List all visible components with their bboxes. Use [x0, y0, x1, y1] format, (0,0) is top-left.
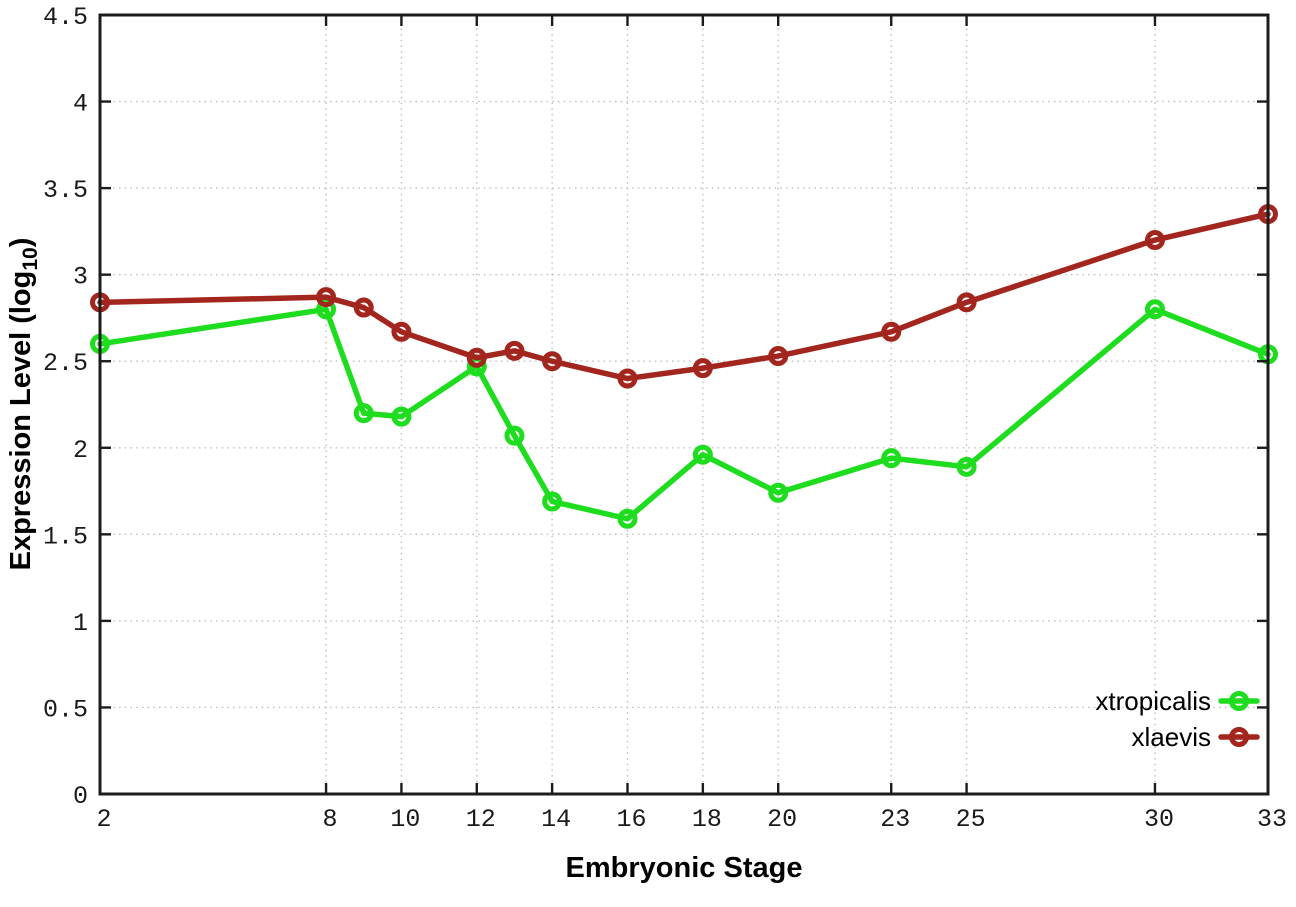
data-point-xtropicalis	[542, 491, 563, 512]
data-point-xlaevis	[768, 346, 789, 367]
y-tick-label: 0	[73, 782, 88, 811]
data-point-xtropicalis	[316, 299, 337, 320]
legend-item-xlaevis: xlaevis	[1132, 722, 1260, 752]
data-point-xlaevis	[881, 321, 902, 342]
data-point-xtropicalis	[956, 456, 977, 477]
data-point-xtropicalis	[881, 448, 902, 469]
data-point-xtropicalis	[353, 403, 374, 424]
data-point-xlaevis	[542, 351, 563, 372]
data-point-xtropicalis	[768, 482, 789, 503]
y-tick-label: 1	[73, 609, 88, 638]
y-axis-title: Expression Level (log10)	[5, 238, 42, 571]
y-tick-label: 4	[73, 90, 88, 119]
data-point-xtropicalis	[1144, 299, 1165, 320]
gridlines	[102, 17, 1266, 792]
y-axis-title-main: Expression Level (log	[5, 271, 37, 571]
plot-border	[98, 13, 1270, 796]
x-tick-label: 12	[466, 805, 496, 834]
data-point-xlaevis	[316, 287, 337, 308]
legend-item-xtropicalis: xtropicalis	[1095, 686, 1260, 716]
y-tick-label: 3.5	[43, 176, 88, 205]
series-line-xlaevis	[97, 211, 1271, 382]
y-tick-labels: 0 0.5 1 1.5 2 2.5 3 3.5 4 4.5	[43, 3, 88, 811]
data-point-xlaevis	[504, 340, 525, 361]
y-tick-label: 1.5	[43, 522, 88, 551]
legend-label-xlaevis: xlaevis	[1132, 722, 1211, 752]
x-tick-label: 8	[323, 805, 338, 834]
x-tick-label: 33	[1257, 805, 1287, 834]
data-point-xlaevis	[956, 292, 977, 313]
y-tick-label: 3	[73, 263, 88, 292]
x-tick-label: 23	[880, 805, 910, 834]
data-point-xtropicalis	[391, 406, 412, 427]
data-point-xlaevis	[1144, 230, 1165, 251]
data-point-xlaevis	[466, 347, 487, 368]
legend-marker-xtropicalis	[1229, 691, 1249, 711]
y-tick-label: 2	[73, 436, 88, 465]
data-point-xtropicalis	[617, 508, 638, 529]
data-series	[90, 204, 1278, 529]
series-line-xtropicalis	[97, 306, 1271, 522]
x-tick-label: 20	[767, 805, 797, 834]
x-tick-label: 18	[692, 805, 722, 834]
data-point-xlaevis	[617, 368, 638, 389]
axis-ticks	[98, 13, 1270, 796]
series-xtropicalis	[90, 299, 1278, 529]
legend: xtropicalis xlaevis	[1095, 686, 1260, 752]
x-tick-label: 30	[1144, 805, 1174, 834]
y-tick-label: 0.5	[43, 695, 88, 724]
x-tick-labels: 2 8 10 12 14 16 18 20 23 25 30 33	[96, 805, 1287, 834]
y-axis-title-subscript: 10	[19, 247, 42, 270]
data-point-xlaevis	[353, 297, 374, 318]
data-point-xtropicalis	[692, 444, 713, 465]
y-axis-title-end: )	[5, 238, 37, 248]
x-tick-label: 16	[616, 805, 646, 834]
y-tick-label: 4.5	[43, 3, 88, 32]
data-point-xtropicalis	[504, 425, 525, 446]
x-tick-label: 14	[541, 805, 571, 834]
x-tick-label: 2	[96, 805, 111, 834]
legend-marker-xlaevis	[1229, 727, 1249, 747]
data-point-xlaevis	[391, 321, 412, 342]
x-tick-label: 10	[390, 805, 420, 834]
x-tick-label: 25	[956, 805, 986, 834]
legend-label-xtropicalis: xtropicalis	[1095, 686, 1211, 716]
x-axis-title: Embryonic Stage	[566, 852, 803, 884]
data-point-xlaevis	[692, 358, 713, 379]
y-tick-label: 2.5	[43, 349, 88, 378]
